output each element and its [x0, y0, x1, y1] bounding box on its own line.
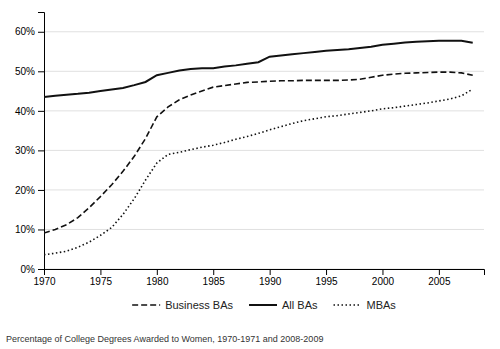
x-tick: 1970	[33, 269, 56, 287]
grid-line	[44, 71, 484, 72]
y-tick-label: 60%	[15, 26, 35, 37]
y-tick: 60%	[15, 26, 44, 37]
legend-label: MBAs	[367, 299, 397, 311]
y-tick: 50%	[15, 66, 44, 77]
y-tick: 30%	[15, 145, 44, 156]
x-tick: 1985	[203, 269, 226, 287]
grid-line	[44, 150, 484, 151]
y-tick: 40%	[15, 106, 44, 117]
grid-line	[44, 110, 484, 111]
legend-swatch	[132, 304, 160, 306]
grid	[44, 32, 484, 269]
grid-line	[44, 31, 484, 32]
y-tick-mark	[38, 269, 44, 270]
x-tick-mark	[157, 269, 158, 275]
series-line	[44, 41, 473, 97]
x-tick: 2000	[372, 269, 395, 287]
x-tick-mark	[326, 269, 327, 275]
legend-item: MBAs	[334, 299, 397, 311]
y-tick-mark	[38, 71, 44, 72]
x-tick-mark	[439, 269, 440, 275]
legend-swatch	[249, 304, 277, 306]
x-tick: 1975	[90, 269, 113, 287]
legend-item: All BAs	[249, 299, 318, 311]
y-tick: 10%	[15, 224, 44, 235]
y-tick-label: 10%	[15, 224, 35, 235]
x-axis: 1970 1975 1980 1985 1990 1995 2000 2005	[33, 269, 484, 287]
x-tick-label: 1980	[146, 276, 169, 287]
y-tick-mark	[38, 150, 44, 151]
x-tick-mark	[382, 269, 383, 275]
y-tick-mark	[38, 229, 44, 230]
y-tick-mark	[38, 190, 44, 191]
x-axis-line	[45, 270, 485, 276]
x-tick-mark	[270, 269, 271, 275]
x-tick-label: 1985	[203, 276, 226, 287]
chart: 1970 1975 1980 1985 1990 1995 2000 2005 0% 10% 20%…	[0, 0, 500, 349]
legend-item: Business BAs	[132, 299, 233, 311]
legend-label: Business BAs	[165, 299, 233, 311]
y-axis: 0% 10% 20% 30% 40% 50% 60%	[15, 13, 45, 275]
x-tick-mark	[100, 269, 101, 275]
y-tick: 20%	[15, 185, 44, 196]
y-tick-label: 50%	[15, 66, 35, 77]
x-tick-label: 1990	[259, 276, 282, 287]
x-tick-label: 2000	[372, 276, 395, 287]
y-tick-label: 0%	[21, 264, 36, 275]
y-tick-label: 40%	[15, 106, 35, 117]
y-tick: 0%	[21, 264, 44, 275]
legend-swatch	[334, 304, 362, 306]
grid-line	[44, 189, 484, 190]
x-tick: 2005	[428, 269, 451, 287]
x-tick: 1995	[315, 269, 338, 287]
grid-line	[44, 229, 484, 230]
x-tick: 1980	[146, 269, 169, 287]
x-tick-mark	[213, 269, 214, 275]
series-line	[44, 89, 473, 255]
y-tick-mark	[38, 111, 44, 112]
x-tick-label: 1975	[90, 276, 113, 287]
plot-area	[44, 41, 473, 255]
legend-label: All BAs	[282, 299, 318, 311]
x-tick: 1990	[259, 269, 282, 287]
x-tick-label: 2005	[428, 276, 451, 287]
legend: Business BAs All BAs MBAs	[132, 299, 396, 311]
subtitle: Percentage of College Degrees Awarded to…	[6, 334, 323, 344]
y-tick-label: 30%	[15, 145, 35, 156]
series-line	[44, 72, 473, 233]
y-tick-mark	[38, 32, 44, 33]
x-tick-label: 1970	[33, 276, 56, 287]
y-axis-line	[38, 13, 45, 270]
x-tick-label: 1995	[315, 276, 338, 287]
y-tick-label: 20%	[15, 185, 35, 196]
